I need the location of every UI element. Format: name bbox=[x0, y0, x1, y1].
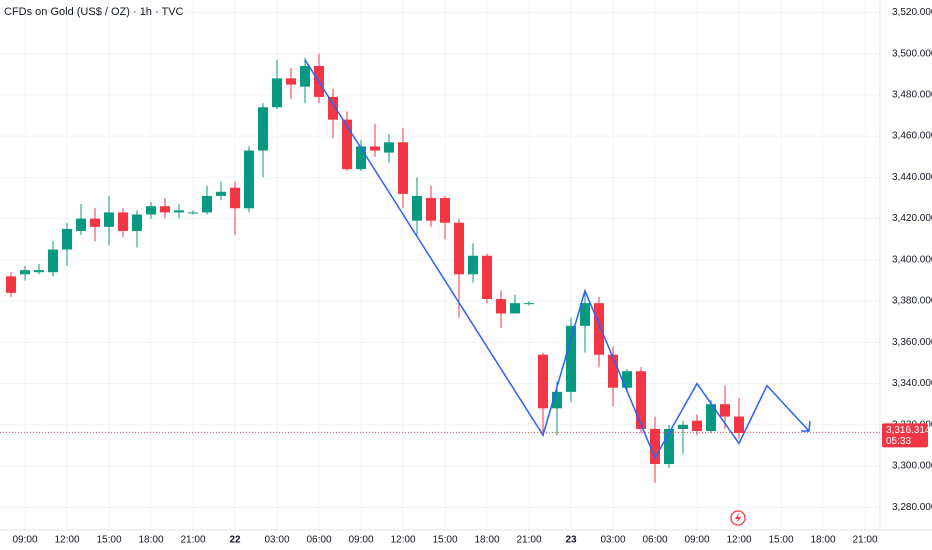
countdown-label: 05:33 bbox=[886, 436, 911, 447]
y-tick-label: 3,360.000 bbox=[892, 337, 932, 348]
candle-body bbox=[538, 354, 548, 409]
arrow-head bbox=[801, 420, 811, 432]
candle-body bbox=[622, 371, 632, 388]
candle-body bbox=[524, 303, 534, 305]
candle-body bbox=[678, 424, 688, 429]
y-tick-label: 3,520.000 bbox=[892, 7, 932, 18]
candle-body bbox=[62, 228, 72, 250]
candle-body bbox=[468, 255, 478, 275]
y-tick-label: 3,280.000 bbox=[892, 502, 932, 513]
grid bbox=[0, 0, 880, 530]
last-price-label: 3,316.314 bbox=[886, 425, 931, 436]
candle-body bbox=[90, 218, 100, 227]
y-tick-label: 3,500.000 bbox=[892, 48, 932, 59]
candle-body bbox=[146, 206, 156, 215]
candle-body bbox=[608, 354, 618, 388]
x-tick-label: 15:00 bbox=[432, 535, 457, 546]
candle-body bbox=[398, 142, 408, 194]
x-tick-label: 12:00 bbox=[390, 535, 415, 546]
x-tick-label: 09:00 bbox=[684, 535, 709, 546]
x-tick-label: 06:00 bbox=[306, 535, 331, 546]
candle-body bbox=[244, 150, 254, 209]
candle-body bbox=[426, 197, 436, 221]
candle-body bbox=[342, 119, 352, 170]
candle-body bbox=[650, 428, 660, 465]
candle-body bbox=[454, 222, 464, 275]
x-tick-label: 23 bbox=[565, 535, 577, 546]
candle-body bbox=[20, 270, 30, 275]
x-tick-label: 12:00 bbox=[54, 535, 79, 546]
x-tick-label: 21:00 bbox=[516, 535, 541, 546]
x-tick-label: 18:00 bbox=[810, 535, 835, 546]
x-tick-label: 03:00 bbox=[264, 535, 289, 546]
x-tick-label: 21:00 bbox=[852, 535, 877, 546]
candle-body bbox=[692, 420, 702, 432]
x-tick-label: 09:00 bbox=[12, 535, 37, 546]
last-price-tag bbox=[882, 423, 928, 448]
candle-body bbox=[664, 428, 674, 465]
candle-body bbox=[510, 303, 520, 314]
x-tick-label: 06:00 bbox=[642, 535, 667, 546]
y-tick-label: 3,300.000 bbox=[892, 461, 932, 472]
candle-body bbox=[734, 416, 744, 434]
candle-body bbox=[286, 78, 296, 85]
candle-body bbox=[6, 276, 16, 293]
y-tick-label: 3,380.000 bbox=[892, 296, 932, 307]
x-tick-label: 15:00 bbox=[768, 535, 793, 546]
candle-body bbox=[118, 212, 128, 231]
candle-body bbox=[580, 303, 590, 326]
candle-body bbox=[300, 65, 310, 87]
candle-body bbox=[482, 255, 492, 300]
candle-body bbox=[258, 107, 268, 151]
candle-body bbox=[370, 146, 380, 151]
y-tick-label: 3,420.000 bbox=[892, 213, 932, 224]
candle-body bbox=[104, 212, 114, 227]
candle-body bbox=[230, 187, 240, 209]
candle-body bbox=[566, 325, 576, 392]
x-tick-label: 18:00 bbox=[474, 535, 499, 546]
candle-body bbox=[552, 391, 562, 409]
candle-body bbox=[216, 191, 226, 196]
candle-body bbox=[160, 206, 170, 213]
y-tick-label: 3,340.000 bbox=[892, 378, 932, 389]
y-tick-label: 3,440.000 bbox=[892, 172, 932, 183]
x-tick-label: 15:00 bbox=[96, 535, 121, 546]
x-tick-label: 12:00 bbox=[726, 535, 751, 546]
y-tick-label: 3,460.000 bbox=[892, 131, 932, 142]
candle-body bbox=[440, 197, 450, 223]
y-tick-label: 3,400.000 bbox=[892, 254, 932, 265]
candle-body bbox=[188, 212, 198, 214]
candle-body bbox=[496, 299, 506, 314]
candle-body bbox=[202, 195, 212, 213]
lightning-icon bbox=[730, 510, 746, 526]
candle-body bbox=[34, 270, 44, 273]
y-tick-label: 3,480.000 bbox=[892, 90, 932, 101]
candle-body bbox=[706, 404, 716, 432]
candle-body bbox=[384, 142, 394, 153]
candle-body bbox=[594, 303, 604, 355]
candle-body bbox=[48, 249, 58, 273]
x-tick-label: 21:00 bbox=[180, 535, 205, 546]
candle-body bbox=[356, 146, 366, 170]
candle-body bbox=[636, 371, 646, 429]
x-tick-label: 22 bbox=[229, 535, 241, 546]
x-tick-label: 18:00 bbox=[138, 535, 163, 546]
trend-drawing bbox=[304, 59, 810, 460]
x-tick-label: 09:00 bbox=[348, 535, 373, 546]
candle-body bbox=[174, 210, 184, 213]
candle-body bbox=[132, 214, 142, 231]
candle-body bbox=[412, 195, 422, 221]
candle-body bbox=[328, 96, 338, 120]
candle-body bbox=[272, 78, 282, 108]
candle-body bbox=[720, 404, 730, 417]
candle-body bbox=[76, 218, 86, 231]
x-tick-label: 03:00 bbox=[600, 535, 625, 546]
chart-title: CFDs on Gold (US$ / OZ) · 1h · TVC bbox=[4, 6, 184, 18]
